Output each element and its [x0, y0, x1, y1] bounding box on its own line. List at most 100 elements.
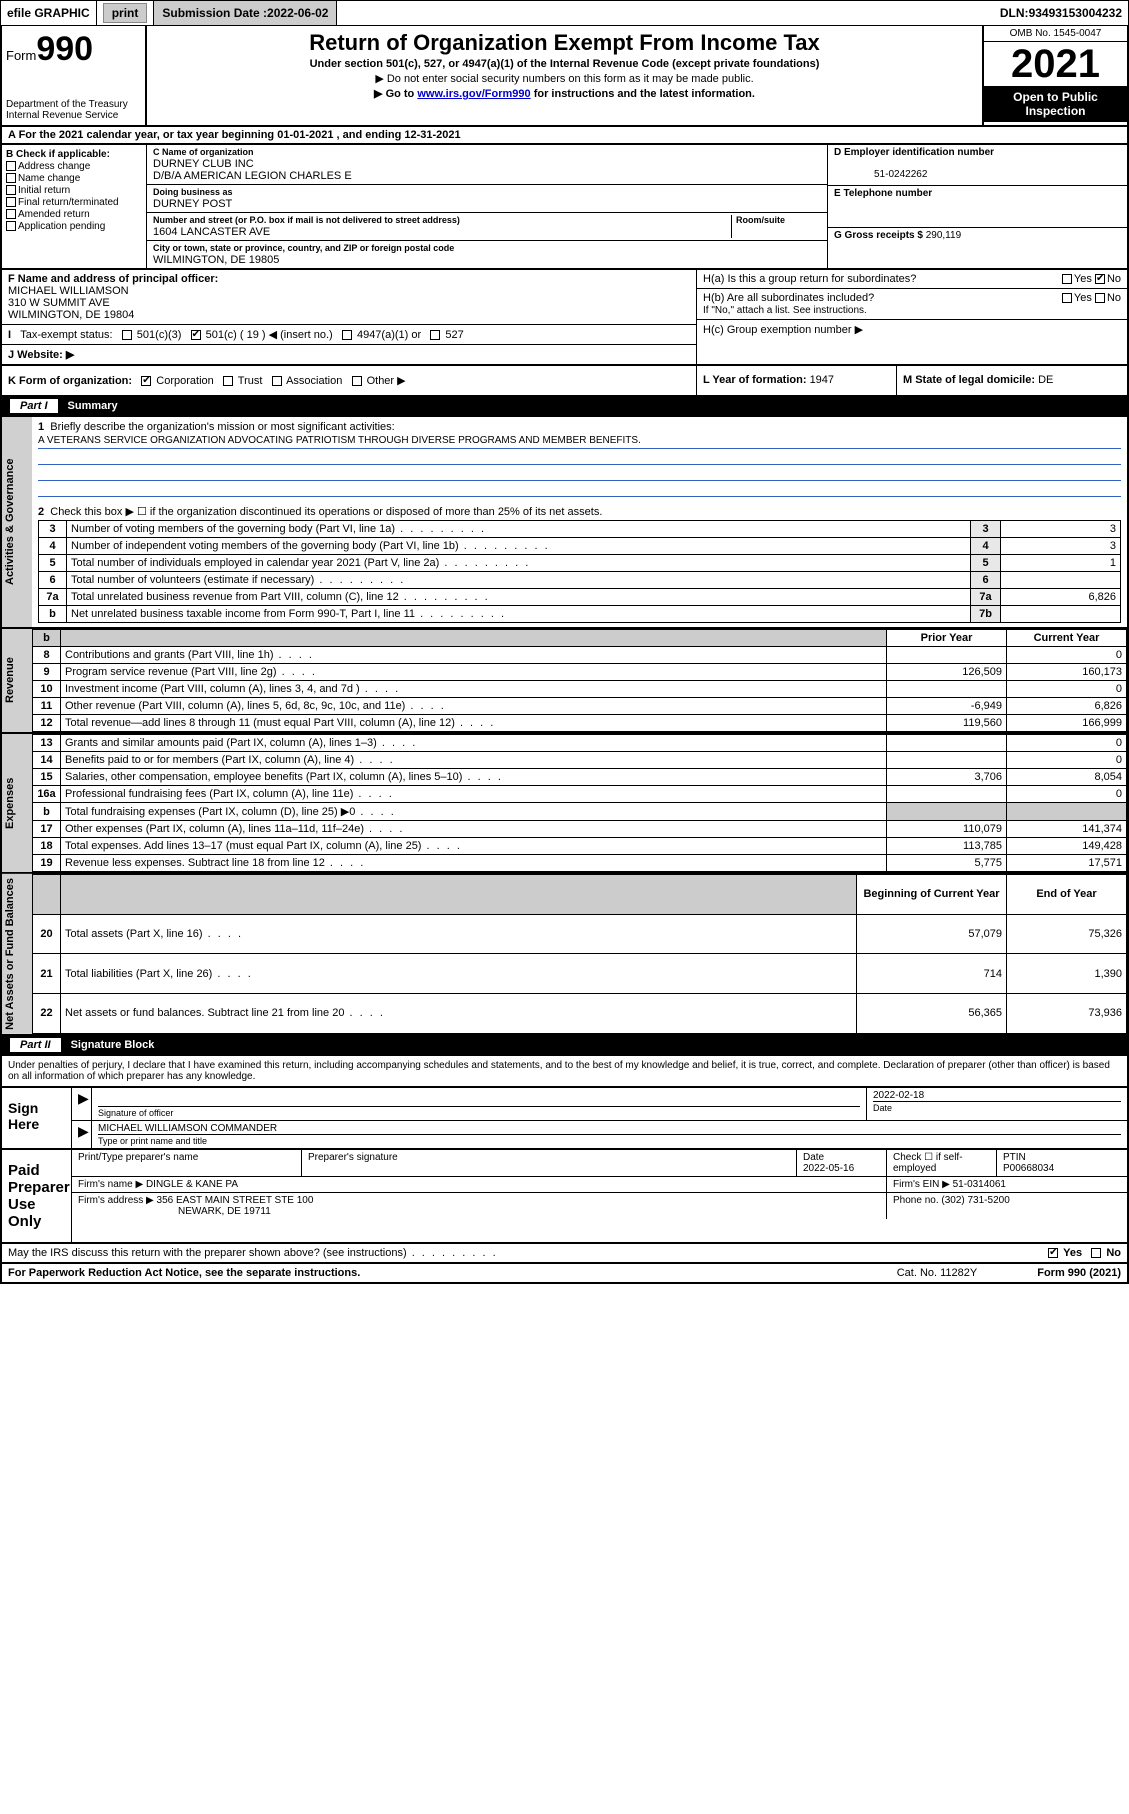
header-sub1: Under section 501(c), 527, or 4947(a)(1)… — [151, 58, 978, 70]
table-row: 3Number of voting members of the governi… — [39, 521, 1121, 538]
arrow-icon: ▶ — [78, 1123, 89, 1139]
chk-final-return[interactable] — [6, 197, 16, 207]
chk-trust[interactable] — [223, 376, 233, 386]
netassets-section: Net Assets or Fund Balances Beginning of… — [0, 874, 1129, 1036]
form-title: Return of Organization Exempt From Incom… — [151, 30, 978, 56]
box-c: C Name of organization DURNEY CLUB INC D… — [147, 145, 827, 268]
table-row: 12Total revenue—add lines 8 through 11 (… — [33, 715, 1127, 732]
box-l: L Year of formation: 1947 — [697, 366, 897, 395]
firm-phone: (302) 731-5200 — [941, 1195, 1009, 1206]
dln: DLN: 93493153004232 — [994, 1, 1128, 25]
governance-section: Activities & Governance 1 Briefly descri… — [0, 417, 1129, 629]
table-row: 21Total liabilities (Part X, line 26)714… — [33, 954, 1127, 994]
table-row: 14Benefits paid to or for members (Part … — [33, 752, 1127, 769]
vlabel-netassets: Net Assets or Fund Balances — [2, 874, 32, 1034]
org-city: WILMINGTON, DE 19805 — [153, 254, 279, 266]
efile-label: efile GRAPHIC — [1, 1, 97, 25]
form-number: Form990 — [6, 30, 141, 69]
top-bar: efile GRAPHIC print Submission Date : 20… — [0, 0, 1129, 26]
chk-4947[interactable] — [342, 330, 352, 340]
mission-text: A VETERANS SERVICE ORGANIZATION ADVOCATI… — [38, 435, 1121, 449]
box-hb: H(b) Are all subordinates included? Yes … — [697, 289, 1127, 320]
box-ha: H(a) Is this a group return for subordin… — [697, 270, 1127, 289]
chk-address-change[interactable] — [6, 161, 16, 171]
table-row: 18Total expenses. Add lines 13–17 (must … — [33, 838, 1127, 855]
table-row: 11Other revenue (Part VIII, column (A), … — [33, 698, 1127, 715]
chk-hb-no[interactable] — [1095, 293, 1105, 303]
revenue-section: Revenue bPrior YearCurrent Year8Contribu… — [0, 629, 1129, 734]
box-j: J Website: ▶ — [2, 345, 696, 364]
vlabel-revenue: Revenue — [2, 629, 32, 732]
table-row: 16aProfessional fundraising fees (Part I… — [33, 786, 1127, 803]
table-row: 15Salaries, other compensation, employee… — [33, 769, 1127, 786]
vlabel-governance: Activities & Governance — [2, 417, 32, 627]
vlabel-expenses: Expenses — [2, 734, 32, 872]
tax-period: A For the 2021 calendar year, or tax yea… — [0, 127, 1129, 145]
chk-527[interactable] — [430, 330, 440, 340]
part1-header: Part I Summary — [0, 397, 1129, 417]
table-row: 20Total assets (Part X, line 16)57,07975… — [33, 914, 1127, 954]
table-row: bPrior YearCurrent Year — [33, 630, 1127, 647]
footer: For Paperwork Reduction Act Notice, see … — [0, 1264, 1129, 1284]
firm-ein: 51-0314061 — [953, 1179, 1006, 1190]
irs-label: Internal Revenue Service — [6, 110, 141, 121]
org-name: DURNEY CLUB INC — [153, 158, 254, 170]
org-street: 1604 LANCASTER AVE — [153, 226, 270, 238]
entity-block: B Check if applicable: Address change Na… — [0, 145, 1129, 270]
chk-501c3[interactable] — [122, 330, 132, 340]
dept-label: Department of the Treasury — [6, 99, 141, 110]
chk-hb-yes[interactable] — [1062, 293, 1072, 303]
tax-year: 2021 — [984, 42, 1127, 86]
chk-discuss-no[interactable] — [1091, 1248, 1101, 1258]
part2-header: Part II Signature Block — [0, 1036, 1129, 1056]
box-b: B Check if applicable: Address change Na… — [2, 145, 147, 268]
chk-app-pending[interactable] — [6, 221, 16, 231]
signature-declaration: Under penalties of perjury, I declare th… — [0, 1056, 1129, 1088]
form-header: Form990 Department of the Treasury Inter… — [0, 26, 1129, 127]
omb-number: OMB No. 1545-0047 — [984, 26, 1127, 42]
chk-amended[interactable] — [6, 209, 16, 219]
table-row: 4Number of independent voting members of… — [39, 538, 1121, 555]
table-row: 9Program service revenue (Part VIII, lin… — [33, 664, 1127, 681]
table-row: 13Grants and similar amounts paid (Part … — [33, 735, 1127, 752]
chk-corp[interactable] — [141, 376, 151, 386]
sign-here-label: Sign Here — [2, 1088, 72, 1148]
prep-date: 2022-05-16 — [803, 1163, 854, 1174]
officer-addr2: WILMINGTON, DE 19804 — [8, 309, 134, 321]
chk-501c[interactable] — [191, 330, 201, 340]
chk-ha-yes[interactable] — [1062, 274, 1072, 284]
officer-block: F Name and address of principal officer:… — [0, 270, 1129, 366]
paid-preparer-label: Paid Preparer Use Only — [2, 1150, 72, 1242]
firm-name: DINGLE & KANE PA — [146, 1179, 238, 1190]
firm-addr2: NEWARK, DE 19711 — [78, 1206, 271, 1217]
gross-receipts: 290,119 — [926, 230, 961, 241]
sign-date: 2022-02-18 — [873, 1090, 1121, 1101]
header-right: OMB No. 1545-0047 2021 Open to Public In… — [982, 26, 1127, 125]
header-sub2: ▶ Do not enter social security numbers o… — [151, 72, 978, 85]
paid-preparer-block: Paid Preparer Use Only Print/Type prepar… — [0, 1150, 1129, 1244]
table-row: 22Net assets or fund balances. Subtract … — [33, 994, 1127, 1034]
table-row: 17Other expenses (Part IX, column (A), l… — [33, 821, 1127, 838]
open-to-public: Open to Public Inspection — [984, 86, 1127, 122]
instructions-link[interactable]: www.irs.gov/Form990 — [417, 88, 530, 100]
box-k: K Form of organization: Corporation Trus… — [2, 366, 697, 395]
table-row: Beginning of Current YearEnd of Year — [33, 875, 1127, 915]
officer-addr1: 310 W SUMMIT AVE — [8, 297, 110, 309]
chk-other[interactable] — [352, 376, 362, 386]
table-row: 5Total number of individuals employed in… — [39, 555, 1121, 572]
ein: 51-0242262 — [834, 169, 927, 180]
korg-row: K Form of organization: Corporation Trus… — [0, 366, 1129, 397]
chk-initial-return[interactable] — [6, 185, 16, 195]
table-row: 8Contributions and grants (Part VIII, li… — [33, 647, 1127, 664]
print-button[interactable]: print — [103, 3, 148, 23]
chk-name-change[interactable] — [6, 173, 16, 183]
header-sub3: ▶ Go to www.irs.gov/Form990 for instruct… — [151, 87, 978, 100]
ptin: P00668034 — [1003, 1163, 1054, 1174]
chk-discuss-yes[interactable] — [1048, 1248, 1058, 1258]
box-m: M State of legal domicile: DE — [897, 366, 1127, 395]
chk-assoc[interactable] — [272, 376, 282, 386]
chk-ha-no[interactable] — [1095, 274, 1105, 284]
arrow-icon: ▶ — [78, 1090, 89, 1106]
box-f: F Name and address of principal officer:… — [2, 270, 696, 325]
org-dba-line: D/B/A AMERICAN LEGION CHARLES E — [153, 170, 352, 182]
